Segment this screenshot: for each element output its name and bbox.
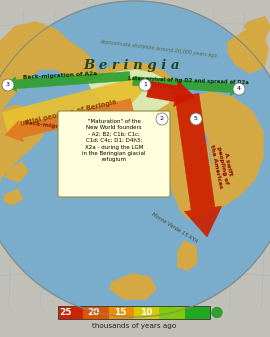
Polygon shape — [5, 71, 130, 92]
Polygon shape — [110, 274, 156, 299]
Text: Initial peopling of Beringia: Initial peopling of Beringia — [19, 99, 117, 127]
Polygon shape — [190, 92, 263, 215]
Bar — [58, 306, 83, 319]
Text: 3: 3 — [6, 83, 10, 88]
Circle shape — [212, 307, 222, 317]
Circle shape — [0, 1, 270, 317]
Circle shape — [156, 113, 168, 125]
Text: Approximate shoreline around 20,000 years ago: Approximate shoreline around 20,000 year… — [99, 39, 217, 58]
Polygon shape — [228, 29, 268, 73]
Text: 1: 1 — [143, 83, 147, 88]
Polygon shape — [244, 17, 270, 39]
Polygon shape — [0, 105, 45, 182]
Polygon shape — [158, 75, 212, 219]
Bar — [83, 306, 109, 319]
Polygon shape — [133, 76, 242, 96]
Polygon shape — [4, 189, 22, 205]
Polygon shape — [147, 81, 195, 106]
Polygon shape — [5, 99, 133, 142]
Polygon shape — [2, 75, 148, 132]
Polygon shape — [0, 22, 100, 117]
Text: A swift
peopling of
the Americas: A swift peopling of the Americas — [209, 142, 235, 188]
Text: 10: 10 — [140, 308, 152, 317]
Bar — [109, 306, 134, 319]
Text: 15: 15 — [114, 308, 126, 317]
Bar — [58, 306, 210, 319]
Text: 2: 2 — [160, 117, 164, 122]
Text: Back-migration of A2a: Back-migration of A2a — [23, 71, 97, 81]
Text: Monte Verde 15 KYA: Monte Verde 15 KYA — [150, 212, 198, 244]
Bar — [134, 306, 159, 319]
FancyBboxPatch shape — [58, 111, 170, 197]
Text: 5: 5 — [194, 117, 198, 122]
Polygon shape — [6, 162, 28, 182]
Text: "Maturation" of the
New World founders
- A2; B2; C1b; C1c;
C1d; C4c; D1; D4h3;
X: "Maturation" of the New World founders -… — [82, 119, 146, 162]
Text: Back-migration of C1a: Back-migration of C1a — [24, 120, 100, 134]
Text: B e r i n g i a: B e r i n g i a — [84, 60, 180, 72]
Text: Later arrival of hg D2 and spread of D2a: Later arrival of hg D2 and spread of D2a — [127, 76, 248, 86]
Circle shape — [233, 83, 245, 95]
Bar — [159, 306, 185, 319]
Text: 4: 4 — [237, 87, 241, 92]
Text: thousands of years ago: thousands of years ago — [92, 323, 176, 329]
Circle shape — [190, 113, 202, 125]
Text: 25: 25 — [60, 308, 72, 317]
Circle shape — [2, 79, 14, 91]
Circle shape — [139, 79, 151, 91]
Polygon shape — [178, 241, 197, 270]
Polygon shape — [100, 62, 178, 127]
Polygon shape — [175, 93, 222, 237]
Text: 20: 20 — [87, 308, 99, 317]
Bar — [185, 306, 210, 319]
Polygon shape — [88, 70, 173, 115]
